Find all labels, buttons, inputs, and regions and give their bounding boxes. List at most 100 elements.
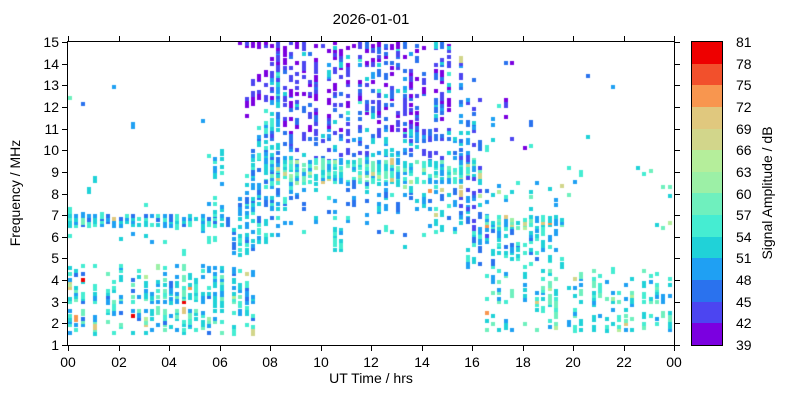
colorbar-tick-label: 45 [736,294,752,310]
y-tick [62,172,67,173]
x-tick-top [472,36,473,41]
x-tick-top [371,36,372,41]
colorbar-segment [692,85,722,107]
y-tick [62,85,67,86]
colorbar-segment [692,106,722,129]
y-tick-label: 11 [44,121,59,137]
colorbar-segment [692,193,722,216]
x-tick-label: 02 [111,354,127,370]
x-tick-top [523,36,524,41]
colorbar-tick-label: 78 [736,56,752,72]
y-tick-right [675,172,680,173]
x-tick-label: 06 [212,354,228,370]
y-tick-right [675,64,680,65]
y-tick-right [675,85,680,86]
colorbar-tick-label: 66 [736,142,752,158]
x-tick-label: 16 [464,354,480,370]
colorbar-tick-label: 72 [736,99,752,115]
x-tick-label: 04 [161,354,177,370]
scatter-canvas [68,42,674,345]
x-tick-label: 18 [515,354,531,370]
y-tick-label: 9 [51,164,59,180]
colorbar-segment [692,280,722,302]
x-tick-label: 14 [414,354,430,370]
colorbar-segment [692,323,722,345]
x-tick-label: 20 [565,354,581,370]
y-tick-right [675,280,680,281]
x-tick [472,346,473,351]
y-tick-right [675,42,680,43]
colorbar-segment [692,42,722,64]
colorbar-tick-label: 48 [736,272,752,288]
y-tick-right [675,107,680,108]
y-tick-label: 2 [51,315,59,331]
x-tick-top [220,36,221,41]
colorbar-segment [692,128,722,151]
x-tick [68,346,69,351]
x-tick-top [624,36,625,41]
colorbar-segment [692,63,722,86]
x-tick [624,346,625,351]
x-tick [422,346,423,351]
x-tick-top [68,36,69,41]
y-tick-right [675,194,680,195]
y-tick [62,323,67,324]
y-tick [62,107,67,108]
colorbar-tick-label: 75 [736,77,752,93]
y-tick-right [675,302,680,303]
y-tick [62,129,67,130]
x-tick-label: 22 [616,354,632,370]
y-tick-label: 7 [51,207,59,223]
y-tick-label: 12 [43,99,59,115]
x-tick [119,346,120,351]
y-tick-right [675,258,680,259]
x-tick-label: 00 [666,354,682,370]
y-axis-label-text: Frequency / MHz [7,139,23,247]
x-tick-top [119,36,120,41]
x-tick [220,346,221,351]
x-tick-top [321,36,322,41]
colorbar-label-text: Signal Amplitude / dB [759,126,775,260]
colorbar-tick-label: 51 [736,250,752,266]
y-tick [62,280,67,281]
y-tick-label: 8 [51,186,59,202]
y-tick-right [675,323,680,324]
y-tick [62,42,67,43]
x-tick-top [573,36,574,41]
y-tick-label: 13 [43,77,59,93]
y-tick-label: 15 [43,34,59,50]
x-tick-top [422,36,423,41]
y-tick-label: 6 [51,229,59,245]
y-tick [62,150,67,151]
colorbar-segment [692,258,722,281]
colorbar-tick-label: 42 [736,315,752,331]
y-tick [62,215,67,216]
y-tick [62,302,67,303]
x-tick-top [270,36,271,41]
x-tick-top [674,36,675,41]
colorbar-tick-label: 60 [736,186,752,202]
chart-title: 2026-01-01 [332,11,410,28]
x-tick [523,346,524,351]
y-tick-right [675,345,680,346]
y-tick [62,345,67,346]
x-tick [321,346,322,351]
colorbar-tick-label: 63 [736,164,752,180]
colorbar [691,41,723,346]
colorbar-segment [692,150,722,172]
colorbar-tick-label: 39 [736,337,752,353]
y-tick [62,194,67,195]
colorbar-segment [692,171,722,194]
colorbar-segment [692,301,722,324]
colorbar-segment [692,236,722,259]
colorbar-tick-label: 69 [736,121,752,137]
y-tick-right [675,150,680,151]
colorbar-tick-label: 54 [736,229,752,245]
x-tick [573,346,574,351]
x-tick [270,346,271,351]
x-tick [371,346,372,351]
x-tick-label: 00 [60,354,76,370]
plot-area [67,41,675,346]
colorbar-tick-label: 57 [736,207,752,223]
